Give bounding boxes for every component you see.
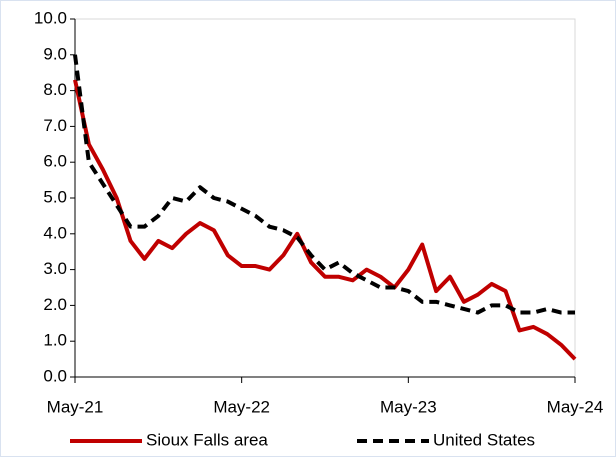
series-line: [73, 54, 575, 315]
y-tick-label: 2.0: [43, 295, 67, 314]
y-tick-label: 3.0: [43, 259, 67, 278]
x-tick-label: May-21: [47, 397, 104, 416]
y-tick-label: 8.0: [43, 80, 67, 99]
y-tick-label: 7.0: [43, 116, 67, 135]
y-tick-label: 4.0: [43, 223, 67, 242]
x-tick-label: May-22: [213, 397, 270, 416]
series-line: [73, 79, 577, 361]
x-tick-label: May-23: [380, 397, 437, 416]
y-tick-label: 5.0: [43, 187, 67, 206]
y-tick-label: 6.0: [43, 152, 67, 171]
legend-label: Sioux Falls area: [146, 430, 268, 449]
y-tick-label: 10.0: [34, 8, 67, 27]
y-tick-label: 1.0: [43, 331, 67, 350]
y-tick-label: 9.0: [43, 44, 67, 63]
y-tick-label: 0.0: [43, 366, 67, 385]
legend-label: United States: [433, 430, 535, 449]
x-tick-label: May-24: [547, 397, 604, 416]
